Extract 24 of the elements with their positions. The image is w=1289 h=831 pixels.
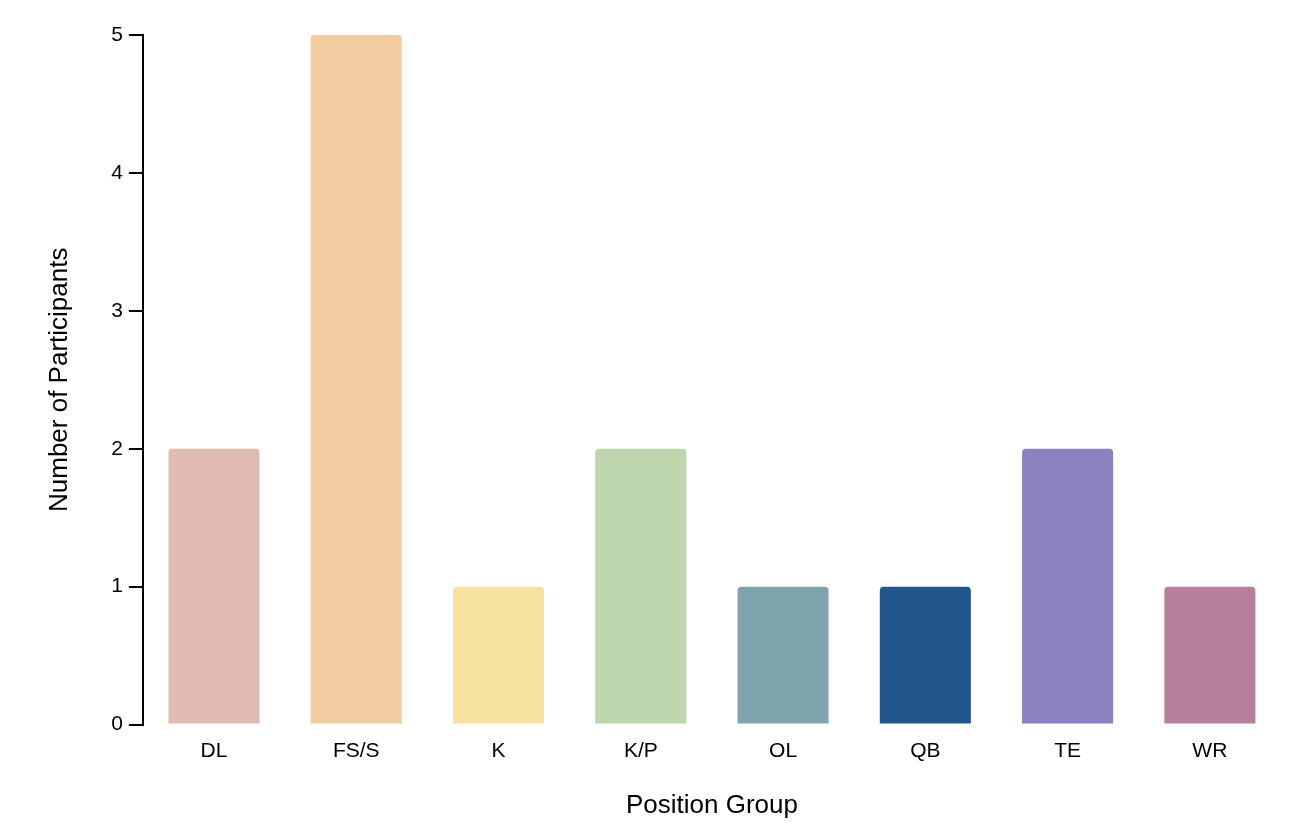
bar xyxy=(737,586,829,724)
x-tick-label: K/P xyxy=(623,738,658,761)
bar xyxy=(595,448,687,724)
x-tick-label: WR xyxy=(1192,738,1228,761)
x-tick-label: DL xyxy=(200,738,228,761)
bar xyxy=(1022,448,1114,724)
bar xyxy=(310,35,402,724)
bar xyxy=(453,586,545,724)
x-tick-label: TE xyxy=(1054,738,1082,761)
x-tick-label: QB xyxy=(910,738,941,761)
y-tick-label: 0 xyxy=(111,711,123,735)
bar xyxy=(879,586,971,724)
y-axis-title: Number of Participants xyxy=(42,247,73,513)
y-tick-label: 3 xyxy=(111,297,123,321)
x-tick-label: FS/S xyxy=(332,738,380,761)
y-tick-label: 5 xyxy=(111,21,123,45)
x-tick-label: K xyxy=(491,738,506,761)
bar xyxy=(168,448,260,724)
x-tick-label: OL xyxy=(769,738,798,761)
y-tick-label: 2 xyxy=(111,435,123,459)
y-tick-label: 4 xyxy=(111,159,124,183)
x-axis-title: Position Group xyxy=(625,788,798,819)
y-tick-label: 1 xyxy=(111,573,123,597)
bar xyxy=(1164,586,1256,724)
